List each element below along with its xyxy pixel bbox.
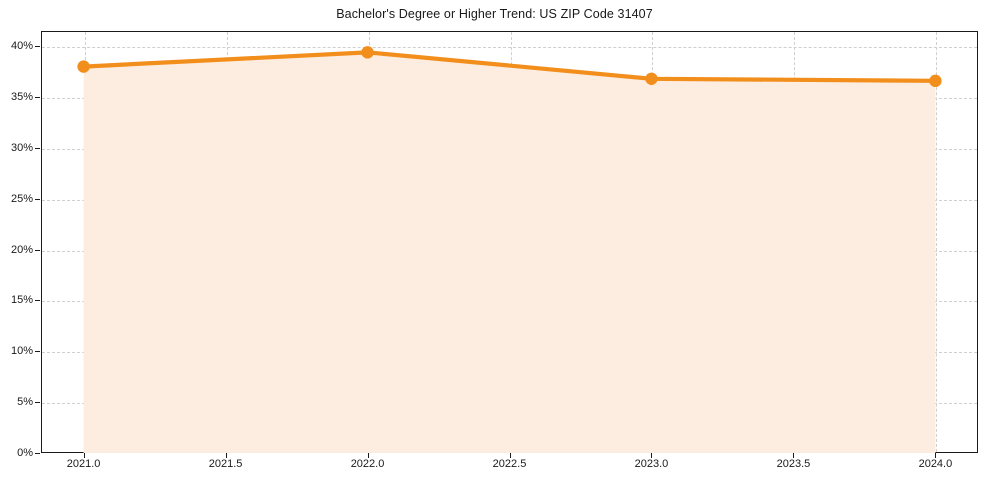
y-tick-label: 10%	[10, 345, 33, 358]
x-tick-mark	[83, 453, 85, 458]
x-tick-mark	[367, 453, 369, 458]
x-tick-label: 2021.0	[66, 458, 101, 470]
series-line	[81, 50, 938, 83]
gridline-horizontal	[42, 47, 977, 49]
y-tick-label: 35%	[10, 91, 33, 104]
y-tick-label: 20%	[10, 243, 33, 256]
y-tick-label: 25%	[10, 192, 33, 205]
y-tick-mark	[35, 249, 40, 251]
data-point-marker	[361, 46, 374, 59]
series-layer	[77, 46, 942, 453]
x-tick-label: 2022.5	[492, 458, 527, 470]
y-tick-label: 40%	[10, 40, 33, 53]
x-tick-mark	[651, 453, 653, 458]
x-axis-tick-labels: 2021.0 2021.5 2022.0 2022.5 2023.0 2023.5 2024…	[41, 458, 978, 482]
y-tick-mark	[35, 46, 40, 48]
x-tick-label: 2022.0	[350, 458, 385, 470]
y-tick-label: 0%	[17, 447, 33, 459]
x-tick-mark	[509, 453, 511, 458]
data-point-marker	[929, 74, 942, 88]
y-tick-mark	[35, 453, 40, 454]
y-tick-mark	[35, 351, 40, 353]
y-tick-mark	[35, 147, 40, 149]
y-tick-mark	[35, 300, 40, 302]
data-point-marker	[77, 60, 90, 73]
y-axis-tick-labels: 0% 5% 10% 15% 20% 25% 30% 35% 40%	[0, 31, 33, 459]
gridline-vertical	[936, 32, 938, 452]
y-axis-tick-marks	[0, 31, 41, 454]
y-tick-label: 30%	[10, 141, 33, 154]
area-fill	[83, 52, 936, 453]
data-point-marker	[645, 72, 658, 85]
x-tick-mark	[935, 453, 937, 458]
y-tick-mark	[35, 402, 40, 404]
y-tick-mark	[35, 97, 40, 99]
x-tick-label: 2024.0	[918, 458, 953, 470]
chart-title: Bachelor's Degree or Higher Trend: US ZI…	[336, 7, 653, 21]
y-tick-mark	[35, 198, 40, 200]
x-tick-mark	[225, 453, 227, 458]
x-tick-label: 2023.5	[776, 458, 811, 470]
y-tick-label: 15%	[10, 294, 33, 307]
x-tick-mark	[793, 453, 795, 458]
x-tick-label: 2021.5	[208, 458, 243, 470]
y-tick-label: 5%	[17, 396, 33, 409]
x-tick-label: 2023.0	[634, 458, 669, 470]
